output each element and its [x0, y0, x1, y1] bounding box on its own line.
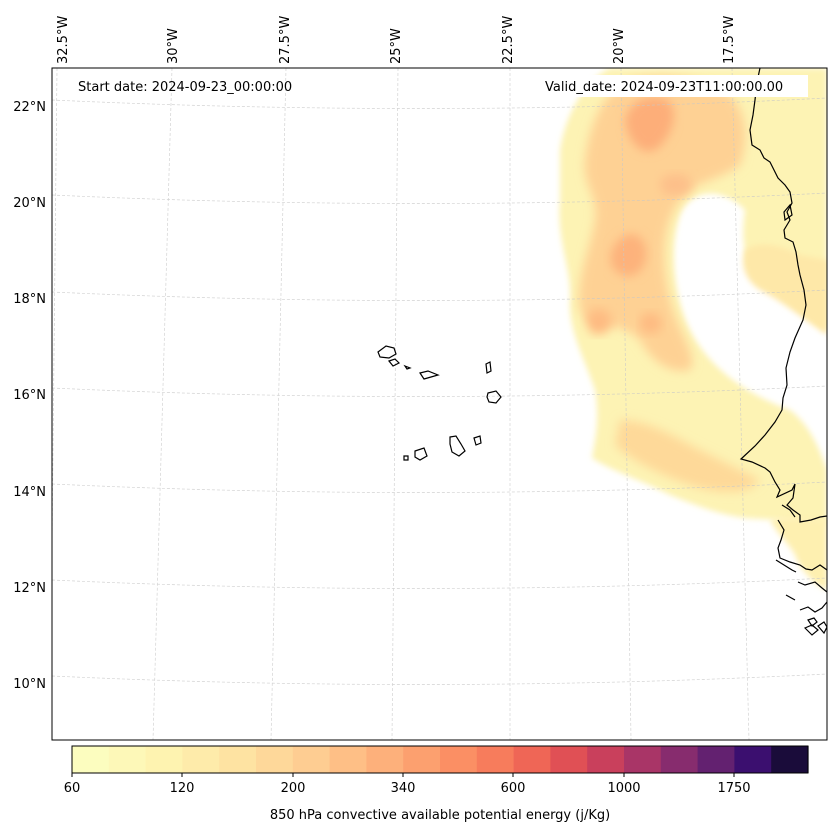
colorbar-tick-label: 200: [280, 781, 306, 796]
colorbar-tick-label: 340: [390, 781, 416, 796]
latitude-labels: 22°N 20°N 18°N 16°N 14°N 12°N 10°N: [13, 100, 46, 692]
lon-label: 22.5°W: [501, 16, 516, 64]
lat-label: 22°N: [13, 100, 46, 115]
colorbar-swatch: [108, 746, 147, 773]
lon-label: 25°W: [389, 28, 404, 64]
lon-label: 30°W: [166, 28, 181, 64]
cape-east-band: [743, 244, 827, 335]
lat-label: 18°N: [13, 292, 46, 307]
cape-core-2: [610, 234, 647, 277]
map-frame: [51, 67, 828, 741]
colorbar-title: 850 hPa convective available potential e…: [269, 808, 611, 823]
lon-label: 20°W: [612, 28, 627, 64]
colorbar-swatch: [219, 746, 257, 773]
colorbar-tick-label: 600: [500, 781, 526, 796]
cabo-verde-islands: [377, 345, 502, 461]
colorbar-swatch: [550, 746, 588, 773]
colorbar-swatch: [145, 746, 183, 773]
colorbar-swatch: [624, 746, 662, 773]
colorbar-swatch: [697, 746, 735, 773]
cape-south-patch: [770, 517, 827, 590]
colorbar-swatch: [292, 746, 331, 773]
lat-label: 14°N: [13, 485, 46, 500]
colorbar-swatch: [72, 746, 110, 773]
start-date-text: Start date: 2024-09-23_00:00:00: [78, 80, 292, 95]
lat-label: 20°N: [13, 196, 46, 211]
longitude-labels: 32.5°W 30°W 27.5°W 25°W 22.5°W 20°W 17.5…: [56, 16, 737, 64]
cape-core-3: [585, 308, 612, 335]
colorbar-swatch: [771, 746, 809, 773]
colorbar-swatch: [440, 746, 478, 773]
cape-core-1: [625, 96, 674, 152]
colorbar-swatch: [513, 746, 551, 773]
cape-lower-band: [615, 420, 760, 492]
colorbar-tick-label: 1750: [717, 781, 751, 796]
colorbar-tick-label: 60: [63, 781, 81, 796]
colorbar-frame: [71, 745, 809, 774]
lon-label: 17.5°W: [722, 16, 737, 64]
colorbar-swatch: [366, 746, 404, 773]
lat-label: 10°N: [13, 677, 46, 692]
valid-date-box: [540, 75, 808, 97]
colorbar-ticks: [71, 773, 735, 777]
colorbar: [72, 746, 809, 773]
lon-label: 27.5°W: [278, 16, 293, 64]
cape-arc-medium: [578, 76, 746, 371]
cape-core-5: [660, 173, 692, 196]
colorbar-swatch: [403, 746, 441, 773]
colorbar-swatch: [587, 746, 625, 773]
colorbar-swatch: [476, 746, 515, 773]
lat-label: 16°N: [13, 388, 46, 403]
colorbar-tick-label: 120: [169, 781, 195, 796]
valid-date-text: Valid_date: 2024-09-23T11:00:00.00: [545, 80, 783, 95]
cape-core-4: [640, 312, 662, 334]
colorbar-swatch: [329, 746, 367, 773]
colorbar-swatch: [660, 746, 699, 773]
colorbar-swatch: [182, 746, 220, 773]
colorbar-swatch: [256, 746, 294, 773]
graticule: [52, 68, 827, 740]
colorbar-swatch: [734, 746, 772, 773]
colorbar-tick-label: 1000: [607, 781, 641, 796]
lat-label: 12°N: [13, 581, 46, 596]
lon-label: 32.5°W: [56, 16, 71, 64]
africa-coastline: [739, 68, 827, 636]
